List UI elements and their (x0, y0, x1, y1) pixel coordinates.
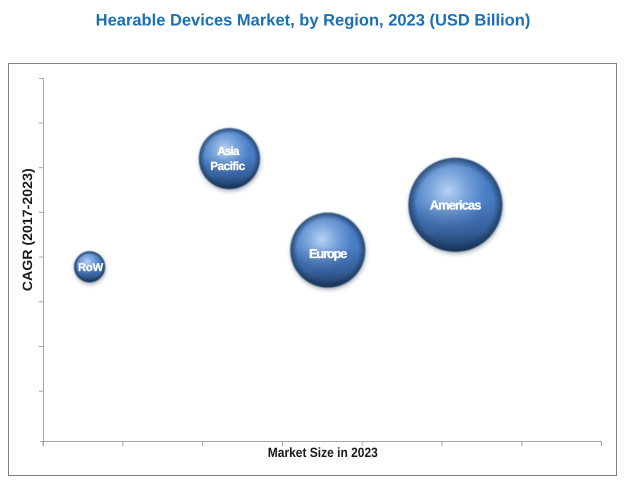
svg-text:Europe: Europe (309, 246, 347, 261)
svg-text:Americas: Americas (430, 198, 482, 213)
svg-text:Asia: Asia (217, 144, 240, 158)
svg-text:CAGR (2017-2023): CAGR (2017-2023) (20, 168, 35, 291)
svg-text:Pacific: Pacific (210, 159, 245, 173)
svg-text:RoW: RoW (78, 262, 104, 274)
svg-text:Market Size in 2023: Market Size in 2023 (268, 445, 378, 460)
svg-text:Hearable Devices Market, by Re: Hearable Devices Market, by Region, 2023… (96, 12, 531, 30)
